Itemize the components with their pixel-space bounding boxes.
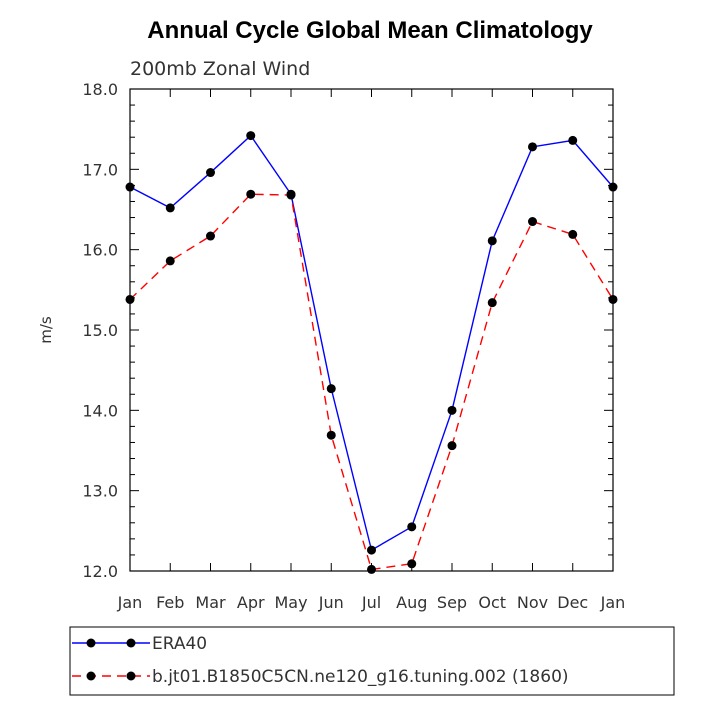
legend-label: ERA40 — [152, 634, 207, 654]
y-tick-label: 14.0 — [82, 401, 118, 420]
plot-frame — [129, 88, 614, 572]
legend-marker — [86, 671, 96, 681]
legend-item: ERA40 — [72, 634, 207, 654]
chart-subtitle: 200mb Zonal Wind — [130, 58, 310, 80]
data-point — [125, 182, 135, 192]
x-tick-label: Aug — [396, 593, 427, 612]
data-point — [568, 229, 578, 239]
legend-box — [69, 626, 675, 696]
data-point — [487, 236, 497, 246]
data-point — [367, 564, 376, 574]
data-point — [487, 298, 497, 308]
data-point — [125, 294, 135, 304]
legend-item: b.jt01.B1850C5CN.ne120_g16.tuning.002 (1… — [72, 667, 569, 687]
data-point — [286, 190, 296, 200]
data-point — [246, 131, 256, 141]
data-point — [326, 430, 336, 440]
x-tick-label: Jul — [361, 593, 381, 612]
legend-label: b.jt01.B1850C5CN.ne120_g16.tuning.002 (1… — [152, 667, 569, 687]
x-tick-label: May — [274, 593, 307, 612]
y-tick-label: 15.0 — [82, 321, 118, 340]
legend-marker — [126, 638, 136, 648]
data-point — [447, 441, 457, 451]
y-tick-label: 12.0 — [82, 562, 118, 581]
data-point — [165, 256, 175, 266]
series-1 — [125, 131, 618, 555]
y-tick-label: 13.0 — [82, 482, 118, 501]
data-point — [165, 203, 175, 213]
data-point — [206, 231, 215, 241]
x-tick-label: Nov — [517, 593, 548, 612]
series-layer — [125, 131, 618, 574]
x-tick-label: Jan — [600, 593, 626, 612]
data-point — [407, 559, 417, 569]
data-point — [568, 135, 578, 145]
x-tick-label: Jun — [318, 593, 344, 612]
chart-title: Annual Cycle Global Mean Climatology — [147, 17, 593, 44]
data-point — [407, 522, 417, 532]
y-tick-label: 17.0 — [82, 160, 118, 179]
legend-marker — [86, 638, 96, 648]
data-point — [246, 189, 256, 199]
series-2 — [125, 189, 618, 574]
y-axis-label: m/s — [37, 316, 55, 344]
legend-marker — [126, 671, 136, 681]
x-tick-label: Jan — [117, 593, 143, 612]
axis-ticks: 12.0 13.0 14.0 15.0 16.0 17.0 18.0 Jan Feb Mar Apr… — [82, 80, 625, 612]
data-point — [608, 294, 618, 304]
y-tick-label: 16.0 — [82, 241, 118, 260]
data-point — [528, 142, 537, 152]
data-point — [206, 168, 215, 178]
data-point — [528, 217, 537, 227]
x-tick-label: Dec — [557, 593, 588, 612]
x-tick-label: Mar — [195, 593, 226, 612]
legend: ERA40 b.jt01.B1850C5CN.ne120_g16.tuning.0… — [72, 634, 569, 687]
data-point — [326, 384, 336, 394]
data-point — [608, 182, 618, 192]
x-tick-label: Oct — [478, 593, 506, 612]
series-line — [129, 193, 614, 571]
series-line — [129, 134, 614, 552]
y-tick-label: 18.0 — [82, 80, 118, 99]
data-point — [447, 405, 457, 415]
x-tick-label: Feb — [156, 593, 184, 612]
x-tick-label: Sep — [437, 593, 467, 612]
x-tick-label: Apr — [237, 593, 265, 612]
data-point — [367, 545, 376, 555]
